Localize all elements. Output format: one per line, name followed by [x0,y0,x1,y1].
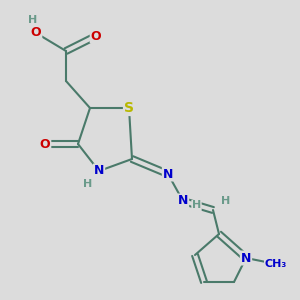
Text: H: H [83,178,92,189]
Text: O: O [31,26,41,40]
Text: N: N [163,167,173,181]
Text: N: N [241,251,251,265]
Text: O: O [40,137,50,151]
Text: N: N [94,164,104,178]
Text: H: H [192,200,201,211]
Text: CH₃: CH₃ [265,259,287,269]
Text: N: N [178,194,188,208]
Text: O: O [91,29,101,43]
Text: S: S [124,101,134,115]
Text: H: H [28,14,38,25]
Text: H: H [221,196,230,206]
